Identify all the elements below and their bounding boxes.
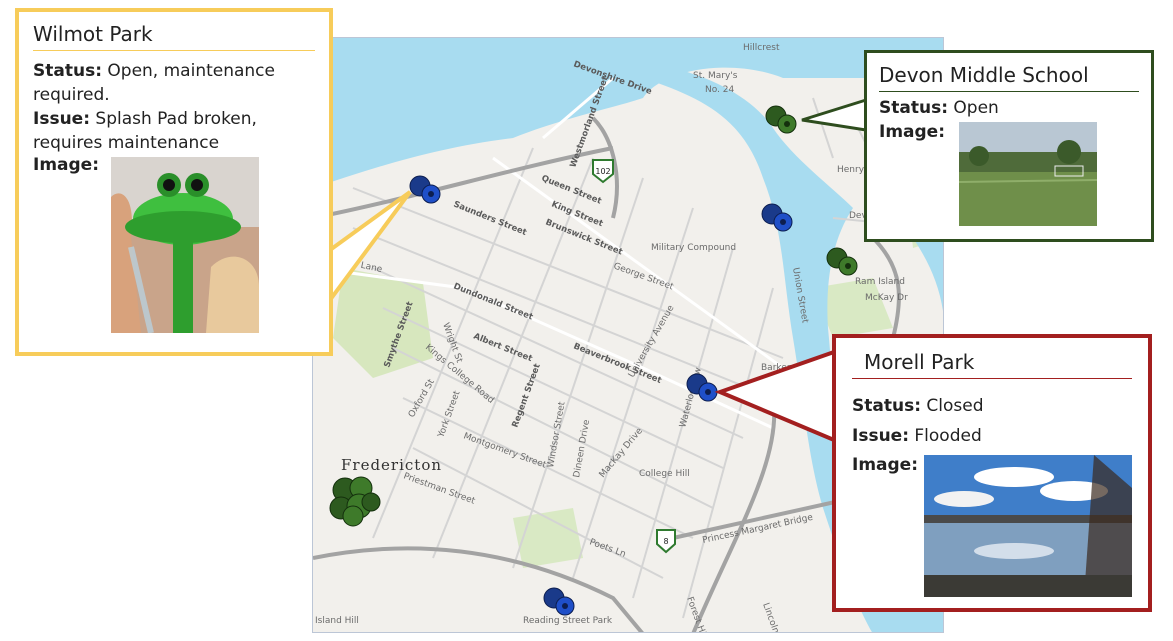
flooded-park-photo[interactable]	[924, 455, 1132, 597]
image-row: Image:	[879, 122, 1139, 226]
image-row: Image:	[852, 455, 1132, 597]
popup-title: Devon Middle School	[879, 63, 1139, 92]
svg-text:Island Hill: Island Hill	[315, 616, 359, 626]
issue-value: Flooded	[914, 426, 982, 446]
marker-carleton-park[interactable]	[761, 202, 795, 234]
city-label: Fredericton	[341, 456, 442, 474]
popup-devon-middle-school: Devon Middle School Status: Open Image:	[864, 50, 1154, 242]
svg-text:Devon: Devon	[849, 211, 878, 221]
image-row: Image:	[33, 155, 315, 333]
svg-text:College Hill: College Hill	[639, 469, 690, 479]
status-row: Status: Closed	[852, 396, 984, 416]
marker-wilmot-park[interactable]	[409, 174, 443, 206]
status-value: Open, maintenance required.	[33, 61, 275, 105]
popup-title: Morell Park	[852, 350, 1132, 379]
svg-text:St. Mary's: St. Mary's	[693, 71, 738, 81]
marker-south-devon[interactable]	[826, 246, 860, 278]
svg-text:Hillcrest: Hillcrest	[743, 43, 780, 53]
svg-text:McKay Dr: McKay Dr	[865, 293, 908, 303]
popup-wilmot-park: Wilmot Park Status: Open, maintenance re…	[15, 8, 333, 356]
marker-fredericton-cluster[interactable]	[327, 474, 383, 528]
status-value: Open	[953, 98, 999, 118]
splash-pad-photo[interactable]	[111, 157, 260, 333]
status-value: Closed	[926, 396, 984, 416]
popup-title: Wilmot Park	[33, 22, 315, 51]
issue-row: Issue: Flooded	[852, 426, 982, 446]
route-102-shield: 102	[592, 159, 614, 184]
marker-devon-middle-school[interactable]	[765, 104, 799, 136]
status-row: Status: Open, maintenance required.	[33, 61, 275, 105]
status-row: Status: Open	[879, 98, 999, 118]
svg-text:No. 24: No. 24	[705, 85, 735, 95]
svg-text:Reading Street Park: Reading Street Park	[523, 616, 613, 626]
popup-morell-park: Morell Park Status: Closed Issue: Floode…	[832, 334, 1152, 612]
svg-text:Henry Park: Henry Park	[837, 165, 887, 175]
svg-text:8: 8	[663, 537, 668, 546]
issue-value: Splash Pad broken, requires maintenance	[33, 109, 257, 153]
issue-row: Issue: Splash Pad broken, requires maint…	[33, 109, 257, 153]
sports-field-photo[interactable]	[959, 122, 1098, 226]
marker-reading-street-park[interactable]	[543, 586, 577, 618]
svg-text:Ram Island: Ram Island	[855, 277, 905, 287]
svg-text:102: 102	[595, 167, 610, 176]
svg-text:Military Compound: Military Compound	[651, 243, 736, 253]
route-8-shield: 8	[656, 529, 676, 554]
marker-morell-park[interactable]	[686, 372, 720, 404]
